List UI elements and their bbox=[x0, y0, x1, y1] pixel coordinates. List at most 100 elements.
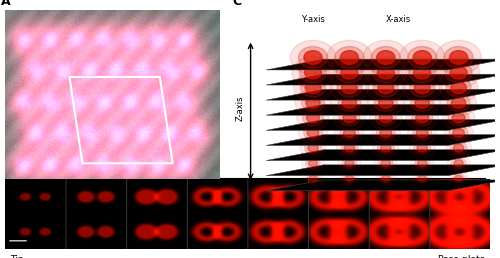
Circle shape bbox=[340, 51, 358, 64]
Circle shape bbox=[290, 40, 336, 75]
Circle shape bbox=[412, 171, 432, 186]
Circle shape bbox=[380, 174, 392, 183]
Circle shape bbox=[449, 126, 468, 140]
Circle shape bbox=[303, 171, 323, 186]
Circle shape bbox=[378, 66, 394, 79]
Circle shape bbox=[436, 40, 482, 75]
Circle shape bbox=[306, 158, 320, 169]
Polygon shape bbox=[266, 135, 500, 146]
Polygon shape bbox=[266, 119, 500, 130]
Polygon shape bbox=[266, 104, 500, 115]
Circle shape bbox=[416, 174, 428, 183]
Circle shape bbox=[368, 89, 404, 116]
Circle shape bbox=[332, 89, 368, 116]
Circle shape bbox=[418, 175, 426, 181]
Circle shape bbox=[378, 82, 394, 94]
Circle shape bbox=[450, 142, 467, 154]
Circle shape bbox=[413, 126, 432, 140]
Circle shape bbox=[376, 51, 395, 64]
Circle shape bbox=[381, 160, 390, 167]
Circle shape bbox=[445, 62, 472, 83]
Circle shape bbox=[363, 40, 408, 75]
Circle shape bbox=[371, 46, 400, 68]
Circle shape bbox=[444, 46, 473, 68]
Circle shape bbox=[374, 78, 398, 97]
Circle shape bbox=[330, 73, 369, 102]
Circle shape bbox=[307, 128, 319, 137]
Circle shape bbox=[449, 171, 468, 186]
Circle shape bbox=[295, 89, 331, 116]
Polygon shape bbox=[266, 59, 500, 70]
Circle shape bbox=[440, 89, 476, 116]
Circle shape bbox=[402, 73, 442, 102]
Polygon shape bbox=[266, 180, 500, 191]
Circle shape bbox=[300, 78, 326, 97]
Circle shape bbox=[410, 78, 434, 97]
Circle shape bbox=[297, 106, 329, 130]
Circle shape bbox=[344, 144, 354, 152]
Circle shape bbox=[401, 57, 444, 88]
Circle shape bbox=[418, 160, 427, 167]
Circle shape bbox=[380, 113, 392, 123]
Circle shape bbox=[414, 82, 430, 94]
Circle shape bbox=[343, 174, 355, 183]
Circle shape bbox=[308, 160, 318, 167]
Circle shape bbox=[364, 57, 407, 88]
Polygon shape bbox=[266, 150, 500, 160]
Text: X-axis: X-axis bbox=[386, 15, 411, 24]
Circle shape bbox=[416, 113, 428, 123]
Circle shape bbox=[376, 126, 395, 140]
Circle shape bbox=[292, 57, 334, 88]
Text: Z-axis: Z-axis bbox=[236, 96, 244, 121]
Polygon shape bbox=[266, 74, 500, 85]
Circle shape bbox=[308, 144, 318, 152]
Polygon shape bbox=[266, 89, 500, 100]
Circle shape bbox=[415, 158, 430, 169]
Circle shape bbox=[374, 155, 397, 172]
Circle shape bbox=[370, 106, 402, 130]
Circle shape bbox=[373, 138, 399, 158]
Circle shape bbox=[452, 158, 466, 169]
Circle shape bbox=[341, 66, 358, 79]
Circle shape bbox=[454, 144, 464, 152]
Circle shape bbox=[380, 144, 391, 152]
Circle shape bbox=[412, 110, 432, 126]
Circle shape bbox=[453, 128, 464, 137]
Text: Y-axis: Y-axis bbox=[301, 15, 325, 24]
Circle shape bbox=[378, 142, 394, 154]
Circle shape bbox=[452, 97, 466, 108]
Circle shape bbox=[415, 97, 430, 108]
Circle shape bbox=[446, 138, 471, 158]
Circle shape bbox=[304, 51, 322, 64]
Circle shape bbox=[300, 138, 326, 158]
Circle shape bbox=[438, 57, 480, 88]
Circle shape bbox=[380, 128, 392, 137]
Circle shape bbox=[298, 122, 328, 144]
Circle shape bbox=[338, 94, 361, 111]
Circle shape bbox=[416, 128, 428, 137]
Circle shape bbox=[371, 122, 400, 144]
Circle shape bbox=[326, 40, 372, 75]
Circle shape bbox=[408, 62, 436, 83]
Text: C: C bbox=[232, 0, 241, 8]
Circle shape bbox=[400, 40, 445, 75]
Circle shape bbox=[306, 97, 320, 108]
Circle shape bbox=[336, 138, 362, 158]
Circle shape bbox=[409, 138, 435, 158]
Text: Base-plate: Base-plate bbox=[437, 255, 485, 258]
Circle shape bbox=[439, 73, 478, 102]
Circle shape bbox=[417, 144, 428, 152]
Circle shape bbox=[446, 78, 471, 97]
Circle shape bbox=[450, 51, 468, 64]
Circle shape bbox=[328, 57, 370, 88]
Circle shape bbox=[340, 126, 359, 140]
Circle shape bbox=[442, 106, 475, 130]
Circle shape bbox=[346, 175, 354, 181]
Circle shape bbox=[304, 142, 322, 154]
Circle shape bbox=[342, 158, 356, 169]
Circle shape bbox=[444, 122, 473, 144]
Circle shape bbox=[341, 142, 357, 154]
Circle shape bbox=[406, 106, 438, 130]
Circle shape bbox=[336, 62, 363, 83]
Circle shape bbox=[338, 155, 361, 172]
